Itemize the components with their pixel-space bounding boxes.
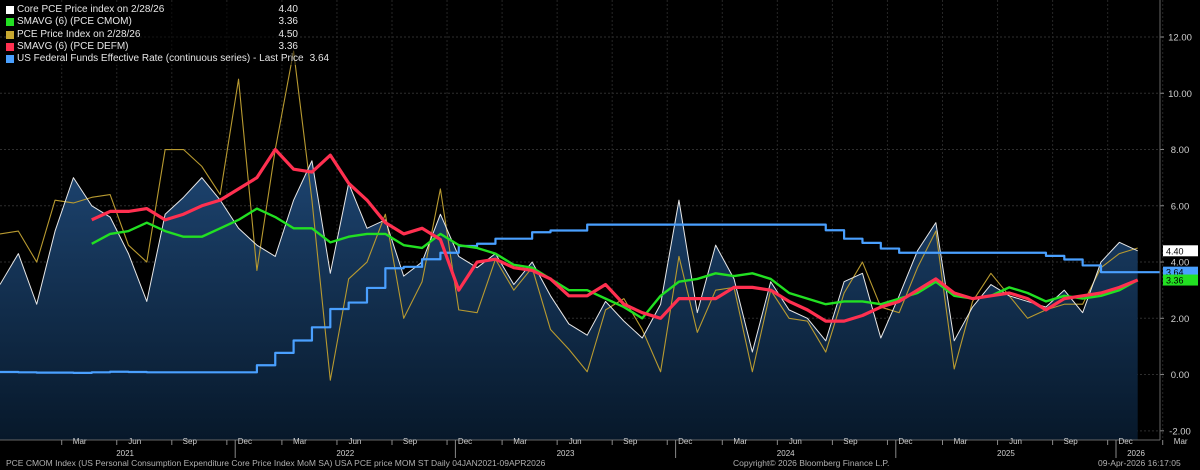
legend-swatch: [6, 18, 14, 27]
legend-item: SMAVG (6) (PCE DEFM) 3.36: [6, 41, 298, 53]
legend-label: SMAVG (6) (PCE CMOM): [17, 16, 132, 28]
legend-value: 3.36: [278, 40, 298, 52]
pce-line: [0, 50, 1138, 381]
x-tick-label: Sep: [183, 437, 198, 446]
x-tick-label: Mar: [73, 437, 87, 446]
legend-value: 3.36: [278, 16, 298, 28]
last-value-tag-label: 4.40: [1166, 246, 1184, 256]
legend-item: Core PCE Price index on 2/28/26 4.40: [6, 4, 298, 16]
core-pce-line: [0, 160, 1138, 353]
x-tick-label: Sep: [403, 437, 418, 446]
x-tick-label: Mar: [1174, 437, 1188, 446]
x-tick-label: Dec: [238, 437, 252, 446]
last-value-tag-label: 3.64: [1166, 268, 1184, 278]
year-label: 2021: [116, 449, 134, 458]
legend-item: PCE Price Index on 2/28/26 4.50: [6, 29, 298, 41]
y-tick-label: 4.00: [1171, 258, 1190, 269]
last-value-tag-bg: [1163, 274, 1198, 286]
legend-label: SMAVG (6) (PCE DEFM): [17, 40, 129, 52]
x-tick-label: Dec: [458, 437, 472, 446]
y-tick-label: 0.00: [1171, 370, 1190, 381]
footer-timestamp: 09-Apr-2026 16:17:05: [1098, 458, 1181, 468]
legend-item: SMAVG (6) (PCE CMOM) 3.36: [6, 16, 298, 28]
legend-value: 4.40: [278, 4, 298, 15]
legend-swatch: [6, 55, 14, 64]
y-axis: -2.00 0.00 2.00 4.00 6.00 8.00 10.00 12.00: [1159, 0, 1192, 440]
year-label: 2023: [557, 449, 575, 458]
legend-label: US Federal Funds Effective Rate (continu…: [17, 53, 304, 65]
x-tick-label: Mar: [293, 437, 307, 446]
x-tick-label: Mar: [733, 437, 747, 446]
year-label: 2022: [336, 449, 354, 458]
x-tick-label: Dec: [1119, 437, 1133, 446]
x-tick-label: Sep: [843, 437, 858, 446]
last-value-tags: 4.40 3.643.36: [1163, 245, 1198, 286]
x-tick-label: Sep: [1063, 437, 1078, 446]
footer-copyright: Copyright© 2026 Bloomberg Finance L.P.: [733, 458, 890, 468]
year-label: 2025: [997, 449, 1015, 458]
y-tick-label: -2.00: [1169, 426, 1191, 437]
y-tick-label: 8.00: [1171, 145, 1190, 156]
legend-swatch: [6, 6, 14, 15]
legend-swatch: [6, 30, 14, 39]
x-tick-label: Sep: [623, 437, 638, 446]
x-axis: Mar Jun Sep Dec Mar Jun Sep Dec Mar Jun Sep Dec Mar J…: [0, 437, 1188, 458]
x-tick-label: Jun: [1009, 437, 1022, 446]
x-tick-label: Dec: [898, 437, 912, 446]
x-tick-label: Jun: [569, 437, 582, 446]
legend: Core PCE Price index on 2/28/26 4.40 SMAVG…: [6, 4, 329, 66]
legend-value: 4.50: [278, 28, 298, 40]
legend-label: PCE Price Index on 2/28/26: [17, 28, 141, 40]
x-tick-label: Dec: [678, 437, 692, 446]
legend-label: Core PCE Price index on 2/28/26: [17, 4, 165, 15]
x-tick-label: Jun: [128, 437, 141, 446]
core-pce-area: [0, 160, 1138, 440]
y-tick-label: 10.00: [1168, 89, 1192, 100]
core-pce-area-fill: [0, 160, 1138, 440]
legend-swatch: [6, 43, 14, 52]
last-value-tag-bg: [1163, 245, 1198, 257]
series-lines: [0, 50, 1160, 381]
legend-item: US Federal Funds Effective Rate (continu…: [6, 53, 329, 65]
y-tick-label: 2.00: [1171, 314, 1190, 325]
x-tick-label: Mar: [954, 437, 968, 446]
y-tick-label: 12.00: [1168, 33, 1192, 44]
last-value-tag-label: 3.36: [1166, 276, 1184, 286]
footer-source: PCE CMOM Index (US Personal Consumption …: [6, 458, 546, 468]
year-label: 2024: [777, 449, 795, 458]
x-tick-label: Jun: [789, 437, 802, 446]
x-tick-label: Jun: [348, 437, 361, 446]
legend-value: 3.64: [309, 53, 330, 65]
pce-sma-line: [91, 147, 1139, 323]
fed-funds-line: [0, 223, 1160, 374]
x-tick-label: Mar: [513, 437, 527, 446]
y-tick-label: 6.00: [1171, 201, 1190, 212]
year-label: 2026: [1127, 449, 1145, 458]
last-value-tag-bg: [1163, 266, 1198, 278]
